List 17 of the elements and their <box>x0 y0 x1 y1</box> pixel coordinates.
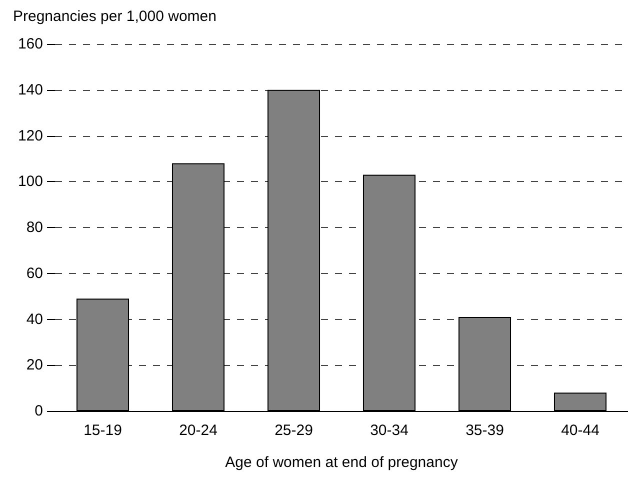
x-tick-label: 30-34 <box>370 422 408 439</box>
y-tick-label: 140 <box>18 81 43 98</box>
y-tick-label: 120 <box>18 127 43 144</box>
x-tick-label: 25-29 <box>274 422 313 439</box>
y-axis-title: Pregnancies per 1,000 women <box>13 8 216 25</box>
y-tick-label: 20 <box>26 356 43 374</box>
x-tick-label: 15-19 <box>84 422 122 439</box>
x-tick-label: 40-44 <box>561 422 600 439</box>
x-tick-label: 35-39 <box>466 422 504 439</box>
y-tick-label: 100 <box>18 173 43 190</box>
x-axis-title: Age of women at end of pregnancy <box>225 454 458 471</box>
y-tick-label: 0 <box>34 402 43 420</box>
x-tick-label: 20-24 <box>179 422 218 439</box>
y-tick-label: 80 <box>26 219 43 236</box>
y-tick-label: 60 <box>26 264 43 282</box>
y-tick-label: 40 <box>26 310 43 328</box>
y-tick-label: 160 <box>18 36 43 52</box>
